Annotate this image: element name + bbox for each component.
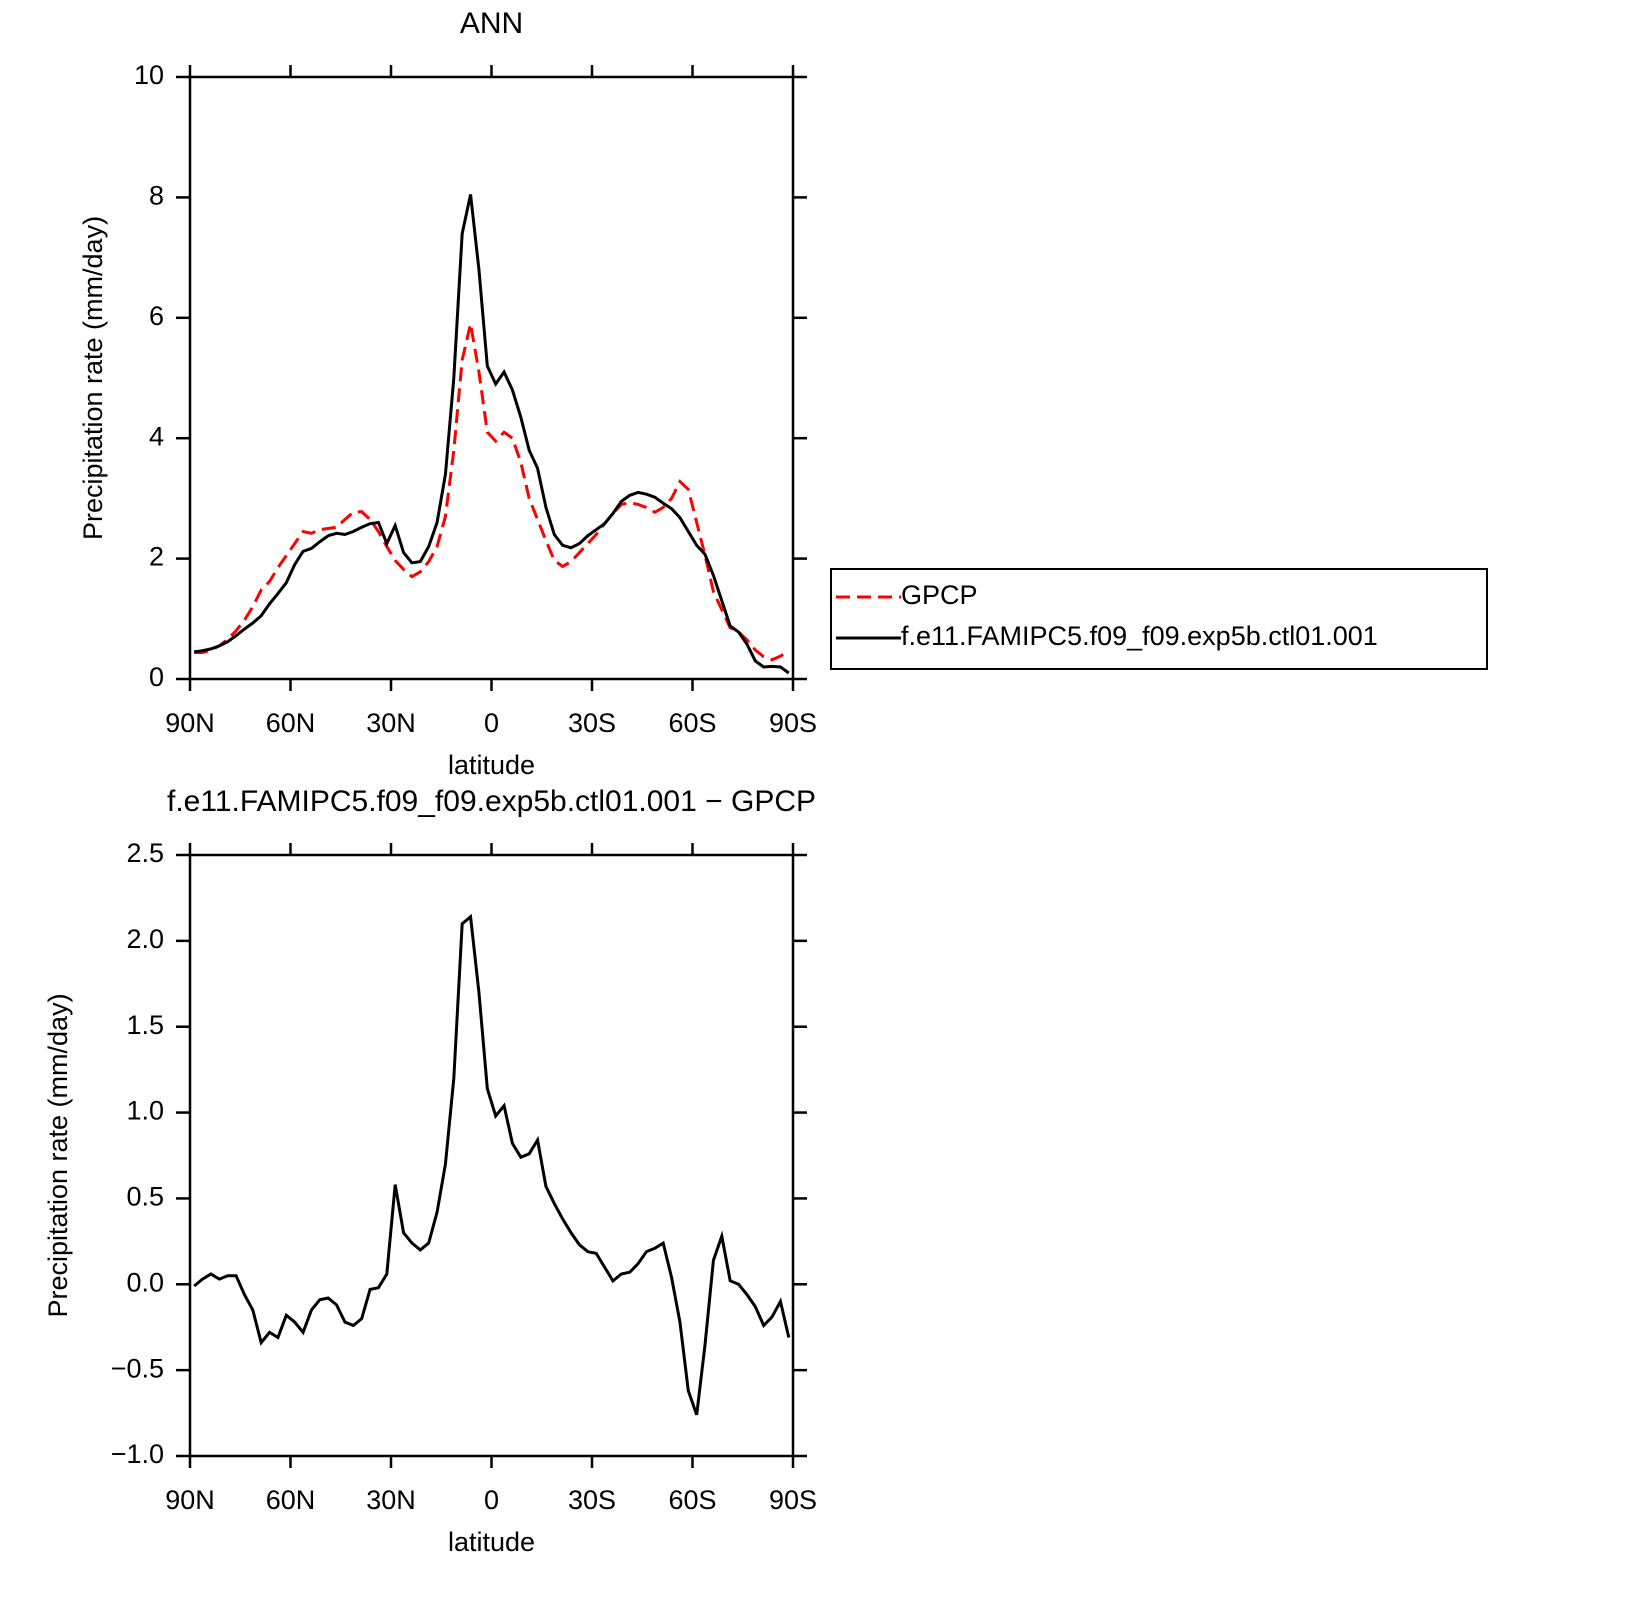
x-tick-label: 60S: [668, 1485, 716, 1515]
chart-title: ANN: [460, 7, 523, 40]
y-tick-label: −1.0: [111, 1439, 164, 1469]
data-line: [193, 194, 790, 675]
x-tick-label: 60N: [266, 1485, 316, 1515]
y-tick-label: 0.5: [126, 1182, 164, 1212]
chart-title: f.e11.FAMIPC5.f09_f09.exp5b.ctl01.001 − …: [167, 785, 816, 818]
x-tick-label: 60N: [266, 708, 316, 738]
y-tick-label: 8: [149, 181, 164, 211]
x-axis-label: latitude: [448, 750, 535, 780]
y-tick-label: 2: [149, 542, 164, 572]
y-tick-label: 1.0: [126, 1096, 164, 1126]
y-tick-label: 0: [149, 662, 164, 692]
legend-label: GPCP: [901, 580, 978, 610]
y-tick-label: 2.0: [126, 924, 164, 954]
x-tick-label: 90S: [769, 1485, 817, 1515]
x-tick-label: 30N: [366, 708, 416, 738]
x-tick-label: 30S: [568, 1485, 616, 1515]
y-tick-label: 2.5: [126, 838, 164, 868]
x-tick-label: 90N: [165, 1485, 215, 1515]
y-tick-label: 0.0: [126, 1267, 164, 1297]
y-tick-label: 6: [149, 301, 164, 331]
data-line: [193, 913, 791, 1416]
y-tick-label: −0.5: [111, 1353, 164, 1383]
x-axis-label: latitude: [448, 1527, 535, 1557]
y-tick-label: 1.5: [126, 1010, 164, 1040]
x-tick-label: 0: [484, 708, 499, 738]
legend-box: [830, 568, 1488, 670]
x-tick-label: 30N: [366, 1485, 416, 1515]
x-tick-label: 0: [484, 1485, 499, 1515]
x-tick-label: 60S: [668, 708, 716, 738]
x-tick-label: 30S: [568, 708, 616, 738]
y-tick-label: 10: [134, 60, 164, 90]
y-axis-label: Precipitation rate (mm/day): [43, 993, 73, 1317]
y-tick-label: 4: [149, 421, 164, 451]
x-tick-label: 90N: [165, 708, 215, 738]
legend-label: f.e11.FAMIPC5.f09_f09.exp5b.ctl01.001: [901, 621, 1378, 651]
data-line: [194, 323, 790, 662]
x-tick-label: 90S: [769, 708, 817, 738]
y-axis-label: Precipitation rate (mm/day): [78, 216, 108, 540]
